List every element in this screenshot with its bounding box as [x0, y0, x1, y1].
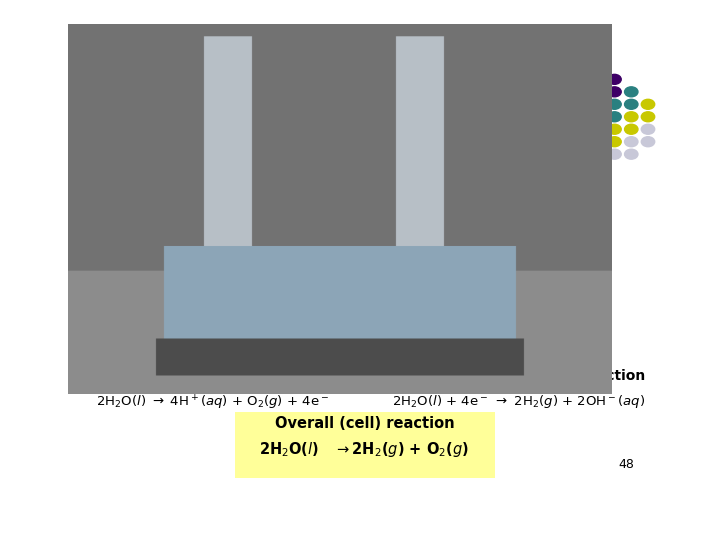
Circle shape: [575, 112, 588, 122]
Circle shape: [608, 124, 621, 134]
Circle shape: [624, 99, 638, 109]
Circle shape: [591, 99, 605, 109]
Circle shape: [642, 99, 654, 109]
Circle shape: [575, 124, 588, 134]
Circle shape: [591, 75, 605, 84]
Circle shape: [591, 112, 605, 122]
Circle shape: [624, 87, 638, 97]
Circle shape: [642, 124, 654, 134]
Circle shape: [591, 124, 605, 134]
Text: 48: 48: [618, 458, 634, 471]
Circle shape: [575, 149, 588, 159]
Circle shape: [591, 137, 605, 147]
Circle shape: [624, 112, 638, 122]
Circle shape: [642, 112, 654, 122]
Text: 2H$_2$O($\it{l}$) + 4e$^-$ $\rightarrow$ 2H$_2$($\it{g}$) + 2OH$^-$($\it{aq}$): 2H$_2$O($\it{l}$) + 4e$^-$ $\rightarrow$…: [392, 393, 645, 410]
Circle shape: [608, 137, 621, 147]
Circle shape: [642, 137, 654, 147]
Text: 2H$_2$O($\it{l}$) $\rightarrow$ 4H$^+$($\it{aq}$) + O$_2$($\it{g}$) + 4e$^-$: 2H$_2$O($\it{l}$) $\rightarrow$ 4H$^+$($…: [96, 393, 328, 411]
Text: The electrolysis of water.: The electrolysis of water.: [186, 75, 463, 94]
Text: Overall (cell) reaction: Overall (cell) reaction: [275, 416, 454, 431]
Circle shape: [608, 149, 621, 159]
Circle shape: [624, 149, 638, 159]
Text: 2H$_2$O($\it{l}$)   $\rightarrow$2H$_2$($\it{g}$) + O$_2$($\it{g}$): 2H$_2$O($\it{l}$) $\rightarrow$2H$_2$($\…: [259, 440, 469, 459]
Circle shape: [591, 161, 605, 172]
Circle shape: [624, 137, 638, 147]
Text: Reduction half-reaction: Reduction half-reaction: [461, 369, 645, 383]
Circle shape: [575, 75, 588, 84]
Circle shape: [591, 149, 605, 159]
Circle shape: [575, 161, 588, 172]
Circle shape: [608, 75, 621, 84]
FancyBboxPatch shape: [235, 412, 495, 478]
Circle shape: [608, 99, 621, 109]
Circle shape: [575, 87, 588, 97]
Circle shape: [575, 99, 588, 109]
Text: Oxidation half-reaction: Oxidation half-reaction: [96, 369, 276, 383]
Circle shape: [608, 87, 621, 97]
Circle shape: [591, 87, 605, 97]
Circle shape: [624, 124, 638, 134]
Circle shape: [575, 137, 588, 147]
Circle shape: [608, 112, 621, 122]
